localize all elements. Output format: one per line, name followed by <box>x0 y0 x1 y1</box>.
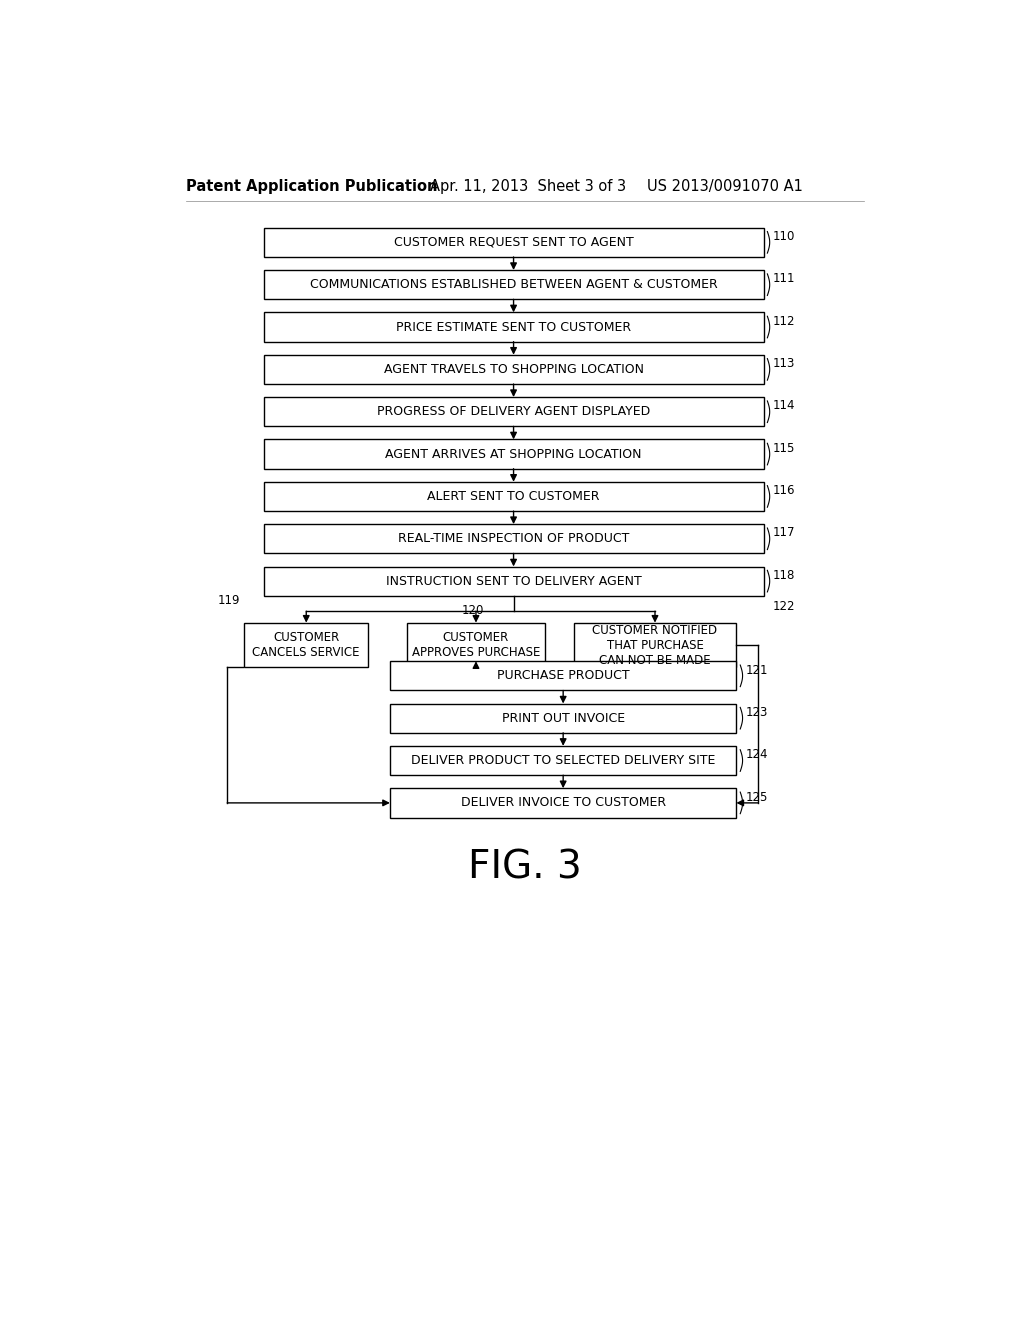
Bar <box>263 271 764 300</box>
Text: DELIVER INVOICE TO CUSTOMER: DELIVER INVOICE TO CUSTOMER <box>461 796 666 809</box>
Text: 112: 112 <box>773 314 796 327</box>
Text: PRICE ESTIMATE SENT TO CUSTOMER: PRICE ESTIMATE SENT TO CUSTOMER <box>396 321 631 334</box>
Text: CUSTOMER REQUEST SENT TO AGENT: CUSTOMER REQUEST SENT TO AGENT <box>393 236 634 249</box>
Text: Patent Application Publication: Patent Application Publication <box>186 178 437 194</box>
Bar <box>263 227 764 257</box>
Text: 122: 122 <box>773 599 796 612</box>
Bar <box>263 313 764 342</box>
Text: 116: 116 <box>773 484 796 498</box>
Text: AGENT ARRIVES AT SHOPPING LOCATION: AGENT ARRIVES AT SHOPPING LOCATION <box>385 447 642 461</box>
Text: 115: 115 <box>773 442 796 455</box>
Text: CUSTOMER NOTIFIED
THAT PURCHASE
CAN NOT BE MADE: CUSTOMER NOTIFIED THAT PURCHASE CAN NOT … <box>593 623 718 667</box>
Text: 121: 121 <box>745 664 768 677</box>
Text: COMMUNICATIONS ESTABLISHED BETWEEN AGENT & CUSTOMER: COMMUNICATIONS ESTABLISHED BETWEEN AGENT… <box>309 279 718 292</box>
Text: Apr. 11, 2013  Sheet 3 of 3: Apr. 11, 2013 Sheet 3 of 3 <box>430 178 627 194</box>
Bar <box>390 746 736 775</box>
Text: 113: 113 <box>773 358 796 370</box>
Text: 111: 111 <box>773 272 796 285</box>
Text: CUSTOMER
APPROVES PURCHASE: CUSTOMER APPROVES PURCHASE <box>412 631 541 659</box>
Text: PURCHASE PRODUCT: PURCHASE PRODUCT <box>497 669 630 682</box>
Bar <box>390 704 736 733</box>
Text: ALERT SENT TO CUSTOMER: ALERT SENT TO CUSTOMER <box>427 490 600 503</box>
Text: 110: 110 <box>773 230 796 243</box>
Text: 118: 118 <box>773 569 796 582</box>
Text: 124: 124 <box>745 748 768 762</box>
Text: 117: 117 <box>773 527 796 540</box>
Bar <box>263 355 764 384</box>
Bar <box>390 788 736 817</box>
Text: PROGRESS OF DELIVERY AGENT DISPLAYED: PROGRESS OF DELIVERY AGENT DISPLAYED <box>377 405 650 418</box>
Bar <box>263 397 764 426</box>
Bar <box>263 482 764 511</box>
Bar <box>573 623 736 668</box>
Text: PRINT OUT INVOICE: PRINT OUT INVOICE <box>502 711 625 725</box>
Bar <box>263 440 764 469</box>
Text: DELIVER PRODUCT TO SELECTED DELIVERY SITE: DELIVER PRODUCT TO SELECTED DELIVERY SIT… <box>411 754 716 767</box>
Bar <box>245 623 369 668</box>
Bar <box>390 661 736 690</box>
Text: FIG. 3: FIG. 3 <box>468 849 582 887</box>
Text: US 2013/0091070 A1: US 2013/0091070 A1 <box>647 178 803 194</box>
Bar <box>263 524 764 553</box>
Text: 125: 125 <box>745 791 768 804</box>
Text: INSTRUCTION SENT TO DELIVERY AGENT: INSTRUCTION SENT TO DELIVERY AGENT <box>386 574 641 587</box>
Text: 114: 114 <box>773 400 796 412</box>
Text: CUSTOMER
CANCELS SERVICE: CUSTOMER CANCELS SERVICE <box>253 631 360 659</box>
Text: 120: 120 <box>462 603 484 616</box>
Text: 119: 119 <box>218 594 241 607</box>
Bar <box>407 623 545 668</box>
Text: AGENT TRAVELS TO SHOPPING LOCATION: AGENT TRAVELS TO SHOPPING LOCATION <box>384 363 643 376</box>
Bar <box>263 566 764 595</box>
Text: REAL-TIME INSPECTION OF PRODUCT: REAL-TIME INSPECTION OF PRODUCT <box>398 532 630 545</box>
Text: 123: 123 <box>745 706 768 719</box>
